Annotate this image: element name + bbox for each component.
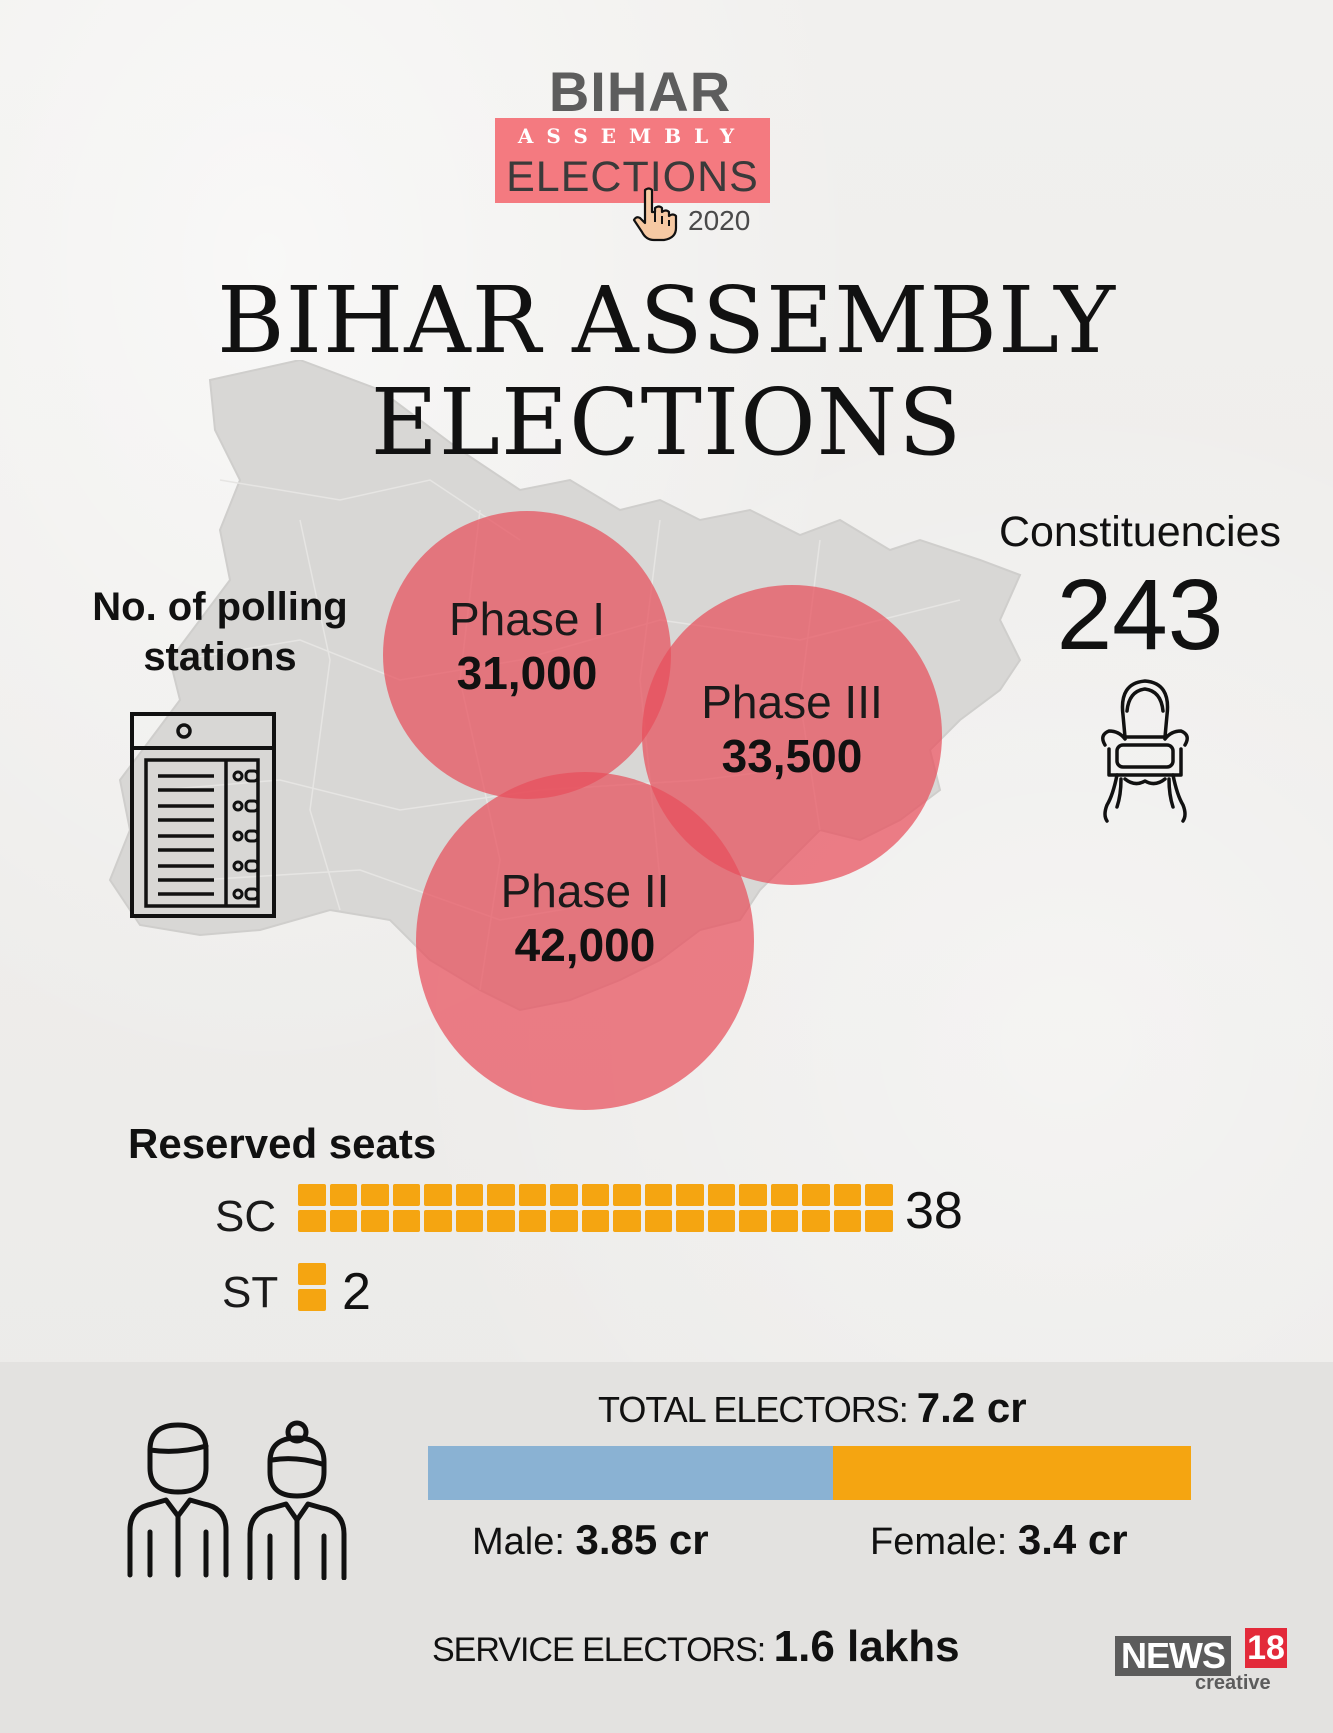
phase-1-value: 31,000 <box>456 647 598 699</box>
sc-seat-square <box>613 1184 641 1206</box>
total-electors-value: 7.2 cr <box>916 1384 1027 1431</box>
sc-seat-square <box>392 1210 420 1232</box>
sc-value: 38 <box>905 1182 963 1240</box>
sc-seat-square <box>518 1210 546 1232</box>
male-value: 3.85 cr <box>575 1516 709 1563</box>
service-electors-label: SERVICE ELECTORS: <box>432 1631 766 1669</box>
service-electors-value: 1.6 lakhs <box>773 1622 960 1671</box>
sc-seat-square <box>487 1184 515 1206</box>
sc-seat-square <box>802 1184 830 1206</box>
electors-band <box>0 1362 1333 1733</box>
sc-seat-square <box>676 1184 704 1206</box>
logo-elections-text: ELECTIONS <box>506 153 759 201</box>
female-label: Female: <box>870 1521 1008 1563</box>
sc-seat-square <box>550 1184 578 1206</box>
constituencies-value: 243 <box>1056 559 1224 671</box>
male-electors: Male: 3.85 cr <box>472 1516 709 1564</box>
sc-seat-square <box>550 1210 578 1232</box>
logo-bihar-text: BIHAR <box>548 60 732 123</box>
sc-seat-square <box>865 1210 893 1232</box>
phase-2-label: Phase II 42,000 <box>435 864 735 972</box>
voters-people-icon <box>127 1420 347 1580</box>
female-bar <box>833 1446 1191 1500</box>
st-seats-grid <box>298 1263 326 1311</box>
sc-seat-square <box>298 1210 326 1232</box>
sc-seat-square <box>329 1210 357 1232</box>
sc-seat-square <box>424 1210 452 1232</box>
sc-seat-square <box>707 1210 735 1232</box>
total-electors: TOTAL ELECTORS: 7.2 cr <box>598 1384 1027 1432</box>
male-label: Male: <box>472 1521 565 1563</box>
phase-3-value: 33,500 <box>721 730 863 782</box>
sc-seat-square <box>644 1210 672 1232</box>
sc-seat-square <box>455 1184 483 1206</box>
news18-creative: creative <box>1195 1672 1271 1694</box>
sc-seat-square <box>298 1184 326 1206</box>
phase-1-circle <box>383 511 671 799</box>
sc-seat-square <box>770 1184 798 1206</box>
st-label: ST <box>222 1268 279 1317</box>
sc-seat-square <box>455 1210 483 1232</box>
sc-label: SC <box>215 1192 277 1241</box>
logo-assembly-text: ASSEMBLY <box>517 124 748 148</box>
sc-seat-square <box>424 1184 452 1206</box>
service-electors: SERVICE ELECTORS: 1.6 lakhs <box>432 1622 960 1672</box>
news18-number: 18 <box>1245 1628 1287 1668</box>
sc-seat-square <box>739 1184 767 1206</box>
male-bar <box>428 1446 834 1500</box>
sc-seat-square <box>676 1210 704 1232</box>
st-value: 2 <box>342 1263 371 1321</box>
sc-seat-square <box>739 1210 767 1232</box>
title-line-2: ELECTIONS <box>370 369 963 476</box>
voting-machine-icon <box>130 712 276 918</box>
title-line-1: BIHAR ASSEMBLY <box>217 267 1116 374</box>
sc-seat-square <box>329 1184 357 1206</box>
phase-3-label: Phase III 33,500 <box>642 675 942 783</box>
sc-seat-square <box>833 1210 861 1232</box>
sc-seat-square <box>865 1184 893 1206</box>
st-seat-square <box>298 1263 326 1285</box>
electors-split-bar <box>428 1446 1191 1500</box>
logo-pink-box <box>495 118 770 203</box>
phase-2-circle <box>416 772 754 1110</box>
phase-3-name: Phase III <box>701 676 883 728</box>
reserved-seats-title: Reserved seats <box>128 1120 437 1167</box>
constituencies-label: Constituencies <box>998 508 1282 556</box>
sc-seat-square <box>707 1184 735 1206</box>
polling-label-line-2: stations <box>143 635 297 679</box>
page-title: BIHAR ASSEMBLY ELECTIONS <box>0 270 1333 474</box>
sc-seat-square <box>833 1184 861 1206</box>
logo-year: 2020 <box>688 205 751 236</box>
female-electors: Female: 3.4 cr <box>870 1516 1128 1564</box>
sc-seat-square <box>487 1210 515 1232</box>
female-value: 3.4 cr <box>1017 1516 1128 1563</box>
phase-2-name: Phase II <box>500 865 670 917</box>
polling-label-line-1: No. of polling <box>92 585 348 629</box>
news18-word: NEWS <box>1115 1636 1231 1676</box>
sc-seat-square <box>518 1184 546 1206</box>
sc-seat-square <box>644 1184 672 1206</box>
sc-seat-square <box>770 1210 798 1232</box>
st-seat-square <box>298 1289 326 1311</box>
sc-seat-square <box>361 1184 389 1206</box>
phase-2-value: 42,000 <box>514 919 656 971</box>
pointing-hand-icon <box>632 187 678 242</box>
phase-1-label: Phase I 31,000 <box>377 592 677 700</box>
sc-seat-square <box>581 1210 609 1232</box>
phase-1-name: Phase I <box>449 593 605 645</box>
chair-icon <box>1101 679 1189 823</box>
sc-seats-grid <box>298 1184 893 1232</box>
news18-logo: NEWS 18 creative <box>1115 1628 1295 1698</box>
sc-seat-square <box>392 1184 420 1206</box>
polling-stations-label: No. of polling stations <box>50 582 390 682</box>
sc-seat-square <box>613 1210 641 1232</box>
sc-seat-square <box>802 1210 830 1232</box>
sc-seat-square <box>581 1184 609 1206</box>
total-electors-label: TOTAL ELECTORS: <box>598 1389 909 1430</box>
sc-seat-square <box>361 1210 389 1232</box>
